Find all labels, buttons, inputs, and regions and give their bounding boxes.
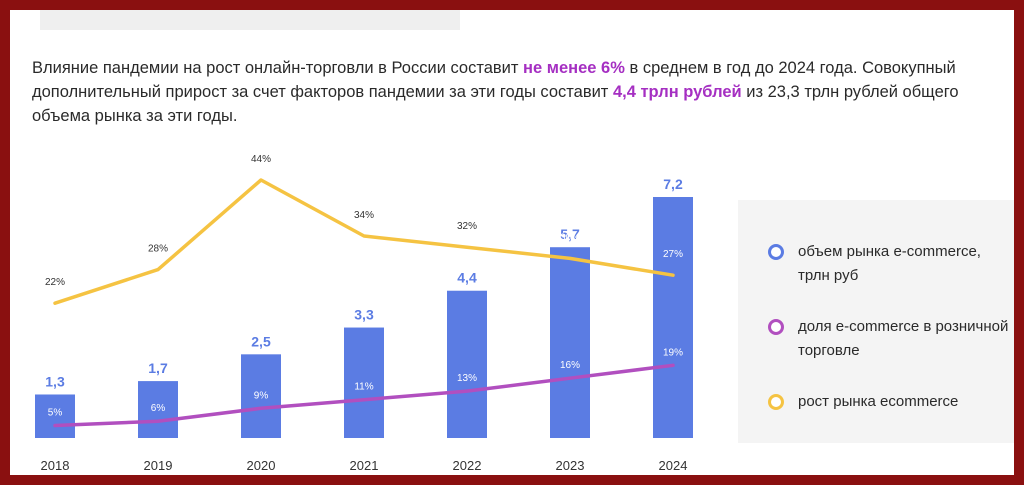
growth-label-2022: 32% [457, 221, 477, 232]
growth-label-2019: 28% [148, 244, 168, 255]
share-label-2023: 16% [560, 360, 580, 371]
bar-2019 [138, 381, 178, 438]
bar-2020 [241, 354, 281, 438]
legend-marker-volume [768, 244, 784, 260]
legend-label-growth: рост рынка ecommerce [798, 393, 959, 410]
share-label-2021: 11% [354, 382, 373, 393]
bar-label-2019: 1,7 [148, 360, 168, 376]
bar-label-2024: 7,2 [663, 176, 683, 192]
x-tick-2020: 2020 [246, 458, 276, 473]
intro-highlight-2: 4,4 трлн рублей [612, 83, 742, 101]
legend: объем рынка e-commerce, трлн руб доля e-… [738, 200, 1014, 443]
x-tick-2018: 2018 [40, 458, 70, 473]
intro-text: Влияние пандемии на рост онлайн-торговли… [32, 56, 972, 128]
share-label-2022: 13% [457, 373, 477, 384]
bar-2021 [344, 327, 384, 438]
bar-label-2022: 4,4 [457, 270, 477, 286]
intro-highlight-1: не менее 6% [523, 59, 625, 77]
legend-marker-share [768, 319, 784, 335]
share-label-2019: 6% [151, 403, 166, 414]
bar-2022 [447, 290, 487, 438]
bar-label-2021: 3,3 [354, 307, 374, 323]
share-label-2018: 5% [48, 408, 63, 419]
growth-label-2024: 27% [663, 249, 683, 260]
legend-label-volume: объем рынка e-commerce, трлн руб [798, 243, 981, 284]
legend-label-share: доля e-commerce в розничной торговле [798, 318, 1009, 359]
bar-label-2018: 1,3 [45, 373, 65, 389]
slide: Влияние пандемии на рост онлайн-торговли… [10, 10, 1014, 475]
share-line [53, 363, 675, 428]
x-tick-2019: 2019 [143, 458, 173, 473]
bar-2024 [653, 197, 693, 438]
x-tick-2022: 2022 [452, 458, 482, 473]
bar-label-2023: 5,7 [560, 226, 580, 242]
bar-label-2020: 2,5 [251, 333, 271, 349]
x-tick-2021: 2021 [349, 458, 379, 473]
growth-label-2021: 34% [354, 210, 374, 221]
growth-label-2020: 44% [251, 154, 271, 165]
legend-marker-growth [768, 394, 784, 410]
bar-2023 [550, 247, 590, 438]
intro-text-1: Влияние пандемии на рост онлайн-торговли… [32, 59, 524, 77]
share-label-2020: 9% [254, 390, 269, 401]
top-strip [40, 10, 460, 30]
bar-2018 [35, 394, 75, 438]
share-label-2024: 19% [663, 347, 683, 358]
growth-line [53, 178, 675, 305]
growth-label-2018: 22% [45, 277, 65, 288]
intro-text-2: в среднем в год до 2024 года. Совокупный… [32, 59, 956, 101]
x-tick-2023: 2023 [555, 458, 585, 473]
x-tick-2024: 2024 [658, 458, 688, 473]
growth-label-2023: 30% [560, 232, 580, 243]
combo-chart: 1,3 1,7 2,5 3,3 4,4 5,7 7,2 5% 6% 9% 11% 13% 16% 19% 2… [35, 154, 693, 438]
intro-text-3: из 23,3 трлн рублей общего объема рынка … [32, 83, 959, 125]
